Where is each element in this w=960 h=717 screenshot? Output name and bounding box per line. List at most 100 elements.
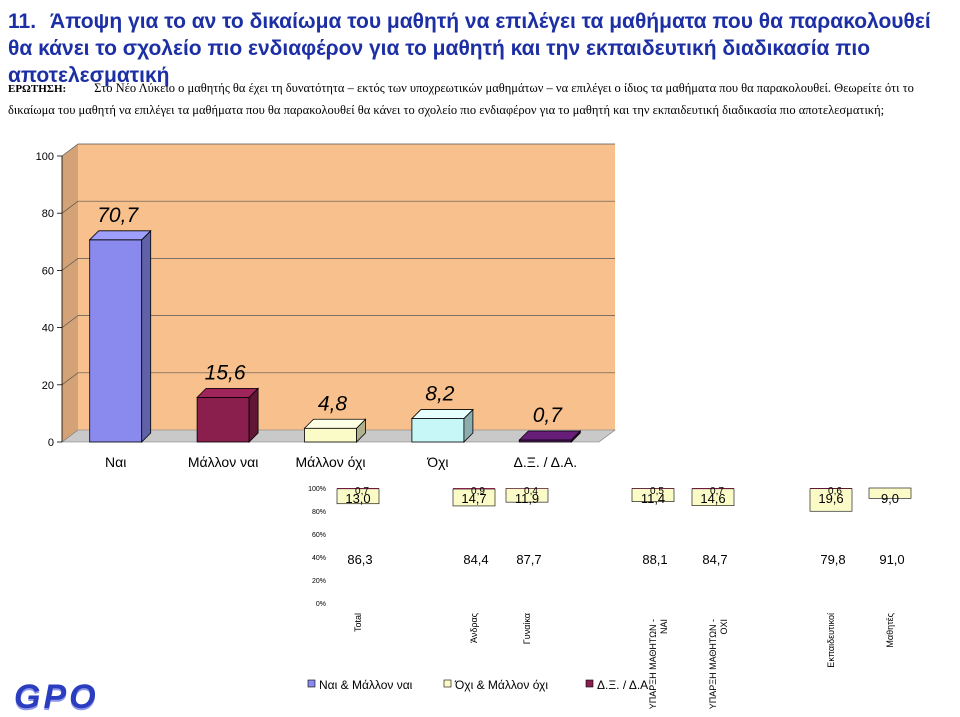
series1-value-label: 88,1 — [642, 552, 667, 567]
y-tick-label: 0 — [48, 437, 54, 449]
x-category-label: Δ.Ξ. / Δ.Α. — [513, 454, 577, 470]
x2-category-label: Total — [353, 613, 363, 632]
series1-value-label: 79,8 — [820, 552, 845, 567]
bar-top — [410, 409, 474, 419]
title-text: Άποψη για το αν το δικαίωμα του μαθητή ν… — [8, 10, 931, 87]
series2-value-label: 14,6 — [700, 491, 725, 506]
x-category-label: Όχι — [426, 454, 448, 470]
bar-top — [196, 387, 260, 398]
stack-7: 91,0 9,0 Μαθητές — [868, 487, 912, 648]
stack-5: 84,7 0,714,6 ΥΠΑΡΞΗ ΜΑΘΗΤΩΝ -ΟΧΙ — [691, 486, 735, 709]
x2-category-label: ΥΠΑΡΞΗ ΜΑΘΗΤΩΝ -ΝΑΙ — [648, 619, 669, 709]
y-tick-label: 60 — [42, 265, 54, 277]
chart-side-wall — [62, 144, 78, 442]
series3-value-label: 0,4 — [524, 486, 538, 497]
title-number: 11. — [8, 10, 37, 33]
legend-label: Ναι & Μάλλον ναι — [319, 678, 413, 692]
question-block: ΕΡΩΤΗΣΗ: Στο Νέο Λύκειο ο μαθητής θα έχει… — [8, 78, 953, 121]
series2-value-label: 11,9 — [515, 491, 539, 506]
series3-segment — [632, 488, 674, 489]
bar-2 — [196, 387, 260, 443]
x2-category-label: Μαθητές — [885, 612, 895, 647]
series1-value-label: 86,3 — [347, 552, 372, 567]
series1-value-label: 91,0 — [879, 552, 904, 567]
legend-label: Δ.Ξ. / Δ.Α. — [597, 678, 652, 692]
bar-value-label: 4,8 — [318, 392, 348, 415]
stack-6: 79,8 0,619,6 Εκπαιδευτικοί — [809, 486, 853, 668]
bar-front — [304, 427, 357, 443]
series3-segment — [810, 488, 852, 489]
category-line: ΟΧΙ — [719, 619, 729, 635]
category-line: ΝΑΙ — [659, 619, 669, 634]
page-title: 11. Άποψη για το αν το δικαίωμα του μαθητ… — [8, 8, 953, 89]
bar-top — [518, 430, 582, 441]
bar-1 — [88, 229, 152, 443]
gridline — [61, 315, 615, 328]
bar-5 — [518, 430, 582, 443]
stack-4: 88,1 0,511,4 ΥΠΑΡΞΗ ΜΑΘΗΤΩΝ -ΝΑΙ — [631, 486, 675, 709]
y-tick-label: 20 — [42, 380, 54, 392]
y-tick-label: 80 — [42, 208, 54, 220]
y-tick-label: 100 — [36, 151, 54, 163]
stack-2: 84,4 0,914,7 Άνδρας — [452, 486, 496, 643]
bar-top — [303, 418, 367, 429]
series3-segment — [453, 488, 495, 490]
bar-side — [141, 229, 152, 443]
legend-swatch — [585, 679, 594, 688]
x-category-label: Μάλλον όχι — [295, 454, 365, 470]
bar-front — [411, 418, 465, 443]
series3-segment — [337, 488, 379, 489]
bar-top — [88, 230, 152, 241]
x-category-label: Ναι — [105, 454, 126, 470]
series3-value-label: 0,9 — [471, 486, 485, 497]
x2-category-label: Εκπαιδευτικοί — [826, 613, 836, 668]
gridline — [61, 143, 615, 157]
question-text: Στο Νέο Λύκειο ο μαθητής θα έχει τη δυνα… — [8, 81, 914, 117]
question-label: ΕΡΩΤΗΣΗ: — [8, 83, 67, 95]
x2-category-label: Άνδρας — [469, 612, 479, 643]
series2-value-label: 14,7 — [461, 491, 486, 506]
gpo-logo: GPO — [14, 678, 99, 716]
bar-front — [89, 239, 143, 443]
legend-swatch — [443, 679, 452, 688]
gridline — [61, 372, 615, 386]
y2-tick-label: 40% — [312, 555, 326, 562]
y-tick-label: 40 — [42, 323, 54, 335]
category-line: ΥΠΑΡΞΗ ΜΑΘΗΤΩΝ - — [648, 619, 658, 709]
series3-segment — [692, 488, 734, 489]
chart2-legend: Ναι & Μάλλον ναι Όχι & Μάλλον όχι Δ.Ξ. / Δ… — [307, 678, 652, 692]
gridline — [61, 258, 615, 271]
category-line: ΥΠΑΡΞΗ ΜΑΘΗΤΩΝ - — [708, 619, 718, 709]
x2-category-label: ΥΠΑΡΞΗ ΜΑΘΗΤΩΝ -ΟΧΙ — [708, 619, 729, 709]
y2-tick-label: 60% — [312, 532, 326, 539]
series3-value-label: 0,7 — [710, 486, 724, 497]
series2-value-label: 11,4 — [641, 491, 665, 506]
x-category-label: Μάλλον ναι — [188, 454, 258, 470]
bar-value-label: 70,7 — [97, 204, 139, 227]
series3-value-label: 0,7 — [355, 486, 369, 497]
series3-value-label: 0,5 — [650, 486, 664, 497]
series3-value-label: 0,6 — [828, 486, 842, 497]
series2-value-label: 9,0 — [881, 491, 899, 506]
series1-value-label: 87,7 — [516, 552, 541, 567]
chart-back-wall — [78, 144, 615, 430]
stack-1: 86,3 0,713,0 Total — [336, 486, 380, 632]
series2-value-label: 13,0 — [345, 491, 370, 506]
y2-tick-label: 100% — [308, 486, 326, 493]
bar-front — [196, 396, 250, 443]
y2-tick-label: 80% — [312, 509, 326, 516]
legend-swatch — [307, 679, 316, 688]
bar-3 — [303, 418, 367, 443]
bar-value-label: 15,6 — [205, 361, 246, 384]
stack-3: 87,7 0,411,9 Γυναίκα — [505, 486, 549, 644]
legend-label: Όχι & Μάλλον όχι — [454, 678, 548, 692]
series1-value-label: 84,7 — [702, 552, 727, 567]
bar-value-label: 0,7 — [533, 404, 564, 427]
series2-value-label: 19,6 — [818, 491, 843, 506]
x2-category-label: Γυναίκα — [522, 613, 532, 644]
series2-segment — [868, 487, 912, 499]
y2-tick-label: 0% — [316, 601, 326, 608]
bar-value-label: 8,2 — [425, 383, 455, 406]
gridline — [61, 200, 615, 214]
